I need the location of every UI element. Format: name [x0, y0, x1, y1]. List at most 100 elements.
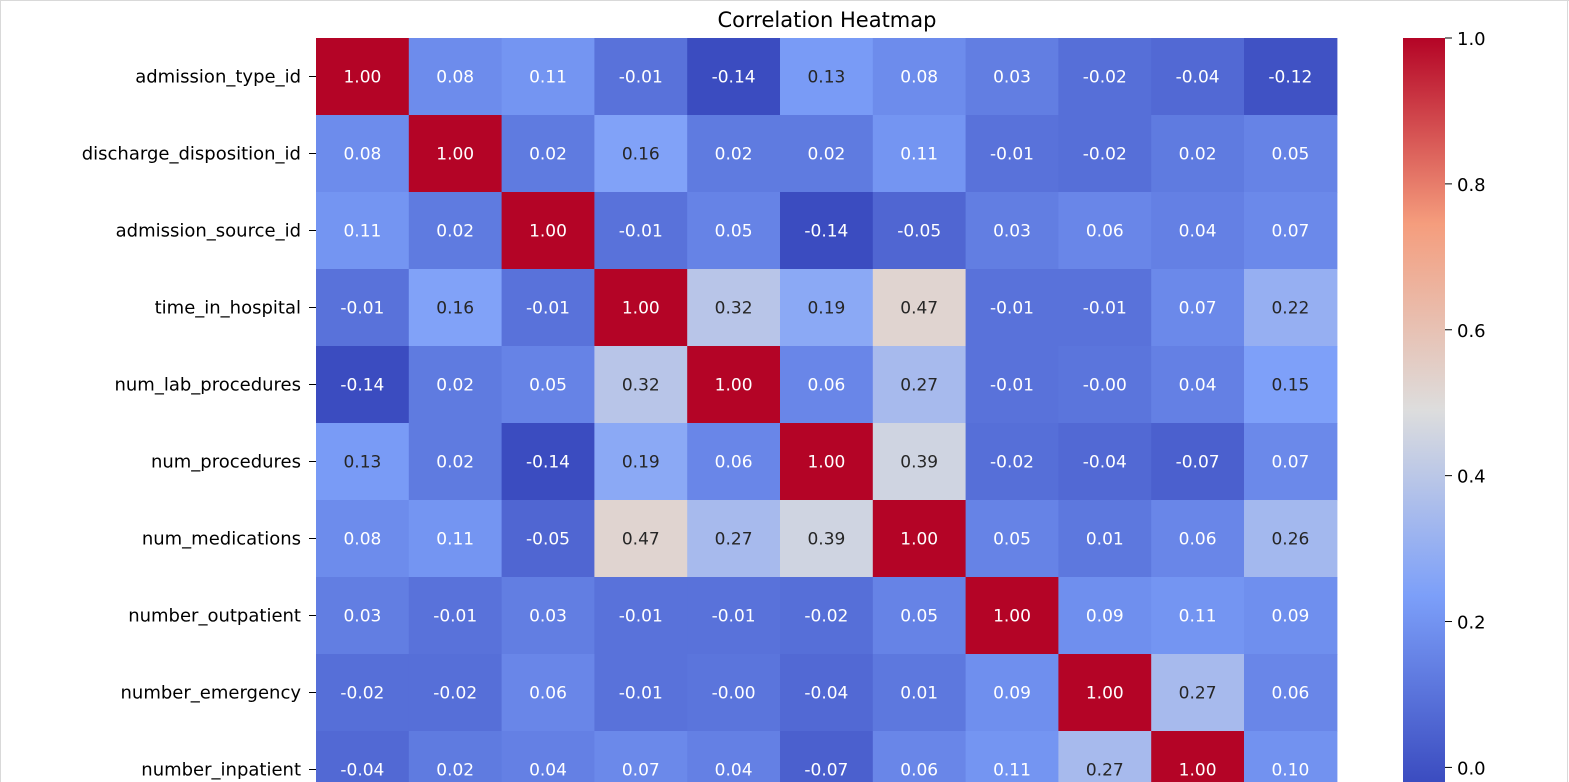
cell-value-label: 0.13 — [807, 68, 845, 88]
cell-value-label: -0.01 — [619, 68, 663, 88]
cell-value-label: 0.11 — [343, 222, 381, 242]
chart-title: Correlation Heatmap — [718, 8, 937, 32]
heatmap-cell — [780, 269, 874, 347]
cell-value-label: 1.00 — [807, 453, 845, 473]
heatmap-cell — [780, 577, 874, 655]
heatmap-cell — [1244, 115, 1338, 193]
cell-value-label: 1.00 — [436, 145, 474, 165]
row-label: number_outpatient — [128, 606, 301, 627]
heatmap-cell — [316, 38, 410, 116]
cell-value-label: -0.14 — [712, 68, 756, 88]
heatmap-cell — [501, 577, 595, 655]
heatmap-cell — [780, 115, 874, 193]
heatmap-cell — [872, 269, 967, 347]
heatmap-cell — [316, 346, 410, 424]
cell-value-label: 0.32 — [715, 299, 753, 319]
heatmap-cell — [594, 654, 688, 732]
heatmap-cell — [1244, 38, 1338, 116]
heatmap-cell — [872, 38, 967, 116]
cell-value-label: -0.01 — [990, 145, 1034, 165]
heatmap-cell — [1244, 577, 1338, 655]
heatmap-cell — [408, 654, 503, 732]
cell-value-label: -0.02 — [990, 453, 1034, 473]
cell-value-label: 0.05 — [900, 607, 938, 627]
row-label: num_procedures — [151, 452, 301, 473]
heatmap-cell — [408, 115, 503, 193]
cell-value-label: 0.11 — [529, 68, 567, 88]
cell-value-label: 0.07 — [1179, 299, 1217, 319]
cell-value-label: 0.03 — [343, 607, 381, 627]
cell-value-label: 0.19 — [622, 453, 660, 473]
heatmap-cell — [872, 654, 967, 732]
cell-value-label: 0.08 — [436, 68, 474, 88]
cell-value-label: -0.05 — [897, 222, 941, 242]
heatmap-cell — [780, 500, 874, 578]
colorbar-tick-label: 0.2 — [1457, 613, 1486, 634]
heatmap-cell — [501, 269, 595, 347]
cell-value-label: -0.00 — [712, 684, 756, 704]
cell-value-label: 0.08 — [343, 530, 381, 550]
cell-value-label: 0.47 — [622, 530, 660, 550]
cell-value-label: -0.14 — [804, 222, 848, 242]
window-left-border — [0, 0, 1, 782]
window-right-border — [1567, 0, 1568, 782]
cell-value-label: 0.27 — [1179, 684, 1217, 704]
cell-value-label: 0.07 — [622, 761, 660, 781]
heatmap-cell — [1244, 654, 1338, 732]
heatmap-cell — [687, 346, 781, 424]
heatmap-cell — [872, 346, 967, 424]
cell-value-label: -0.07 — [804, 761, 848, 781]
heatmap-cell — [872, 423, 967, 501]
colorbar-tick-label: 0.4 — [1457, 467, 1486, 488]
heatmap-cell — [1058, 192, 1152, 270]
cell-value-label: 0.27 — [715, 530, 753, 550]
heatmap-cell — [965, 38, 1059, 116]
cell-value-label: -0.01 — [619, 684, 663, 704]
row-label: admission_source_id — [116, 221, 301, 242]
cell-value-label: -0.02 — [1083, 68, 1127, 88]
heatmap-cell — [687, 500, 781, 578]
cell-value-label: 0.11 — [436, 530, 474, 550]
cell-value-label: 0.05 — [1271, 145, 1309, 165]
heatmap-cell — [965, 192, 1059, 270]
cell-value-label: 1.00 — [900, 530, 938, 550]
cell-value-label: 1.00 — [1179, 761, 1217, 781]
cell-value-label: 0.05 — [993, 530, 1031, 550]
colorbar: 1.0 0.8 0.6 0.4 0.2 0.0 — [1403, 29, 1486, 782]
row-label: number_inpatient — [141, 760, 301, 781]
heatmap-cell — [1058, 38, 1152, 116]
cell-value-label: -0.01 — [619, 607, 663, 627]
heatmap-cell — [780, 731, 874, 782]
cell-value-label: 0.27 — [1086, 761, 1124, 781]
heatmap-cell — [965, 654, 1059, 732]
heatmap-cell — [316, 577, 410, 655]
cell-value-label: -0.01 — [712, 607, 756, 627]
heatmap-cell — [408, 731, 503, 782]
heatmap-cell — [501, 192, 595, 270]
cell-value-label: 1.00 — [622, 299, 660, 319]
cell-value-label: -0.01 — [340, 299, 384, 319]
cell-value-label: -0.12 — [1268, 68, 1312, 88]
colorbar-tick-label: 0.0 — [1457, 758, 1486, 779]
window-top-border — [0, 0, 1569, 1]
heatmap-cell — [687, 654, 781, 732]
heatmap-cell — [872, 115, 967, 193]
heatmap-cell — [1151, 500, 1245, 578]
cell-value-label: -0.14 — [340, 376, 384, 396]
heatmap-cell — [501, 115, 595, 193]
heatmap-cell — [408, 192, 503, 270]
cell-value-label: 0.02 — [715, 145, 753, 165]
cell-value-label: -0.01 — [990, 376, 1034, 396]
cell-value-label: -0.14 — [526, 453, 570, 473]
heatmap-cell — [501, 38, 595, 116]
row-label: num_medications — [142, 529, 301, 550]
cell-value-label: 0.39 — [900, 453, 938, 473]
cell-value-label: 0.16 — [622, 145, 660, 165]
cell-value-label: 0.06 — [1271, 684, 1309, 704]
heatmap-cell — [1151, 192, 1245, 270]
cell-value-label: -0.07 — [1176, 453, 1220, 473]
cell-value-label: -0.02 — [1083, 145, 1127, 165]
cell-value-label: -0.02 — [340, 684, 384, 704]
cell-value-label: -0.01 — [1083, 299, 1127, 319]
cell-value-label: 0.06 — [900, 761, 938, 781]
